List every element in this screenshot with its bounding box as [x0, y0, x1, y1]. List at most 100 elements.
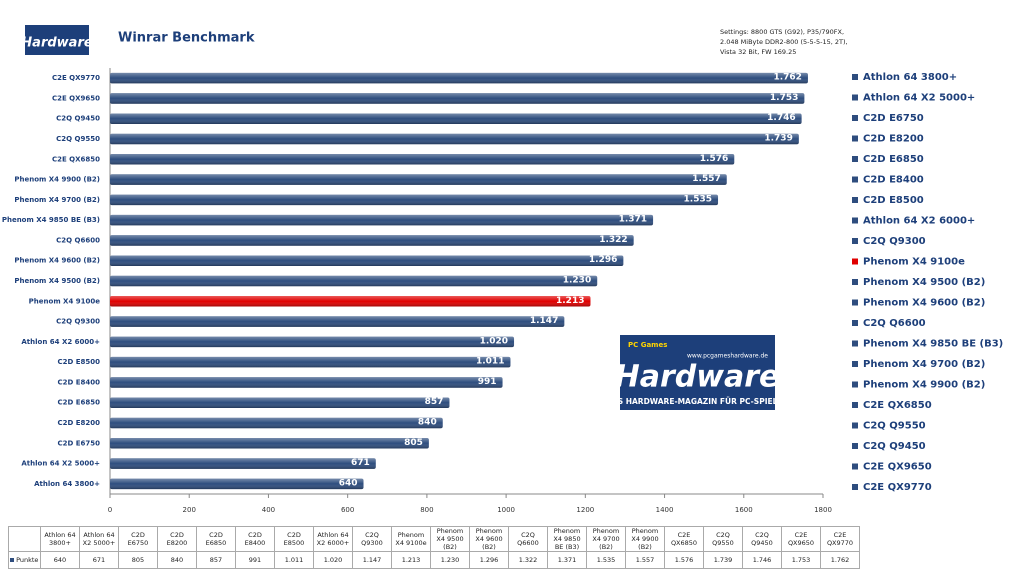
bar-shade: [110, 458, 376, 469]
bar-shade: [110, 336, 515, 348]
legend-label: Athlon 64 3800+: [863, 72, 957, 83]
x-tick-label: 200: [183, 506, 196, 514]
settings: Vista 32 Bit, FW 169.25: [720, 48, 796, 56]
x-tick-label: 1800: [814, 506, 832, 514]
y-tick-label: C2D E8400: [57, 378, 100, 386]
table-cell: C2Q Q9300: [352, 526, 392, 552]
data-label: 1.011: [476, 357, 504, 367]
bar-shade: [110, 174, 727, 185]
y-tick-label: Athlon 64 X2 6000+: [21, 338, 100, 346]
legend-swatch: [852, 135, 858, 142]
y-tick-label: C2E QX9650: [52, 94, 100, 102]
bar-group: 640: [110, 478, 364, 490]
table-cell: 1.753: [781, 551, 821, 569]
legend-label: C2Q Q9450: [863, 441, 926, 452]
data-label: 840: [418, 418, 437, 428]
bar-group: 1.296: [110, 255, 624, 266]
table-cell: Phenom X4 9850 BE (B3): [547, 526, 587, 552]
data-label: 1.762: [773, 73, 801, 83]
table-cell: Punkte: [8, 551, 41, 569]
table-cell: 1.739: [703, 551, 743, 569]
table-cell: 1.762: [820, 551, 860, 569]
legend-swatch: [852, 156, 858, 162]
table-cell: C2Q Q9550: [703, 526, 743, 552]
x-tick-label: 600: [341, 506, 354, 514]
logo-text: www.pcgameshardware.de: [687, 353, 768, 360]
data-label: 1.535: [684, 194, 712, 204]
y-tick-label: C2Q Q9300: [56, 318, 100, 326]
table-cell: 1.020: [313, 551, 353, 569]
data-label: 1.557: [692, 174, 720, 184]
data-label: 1.296: [589, 255, 617, 265]
bar-shade: [110, 438, 429, 449]
legend-label: C2E QX6850: [863, 400, 932, 411]
table-cell: Athlon 64 X2 5000+: [79, 526, 119, 552]
table-cell: 1.576: [664, 551, 704, 569]
y-tick-label: Phenom X4 9900 (B2): [14, 176, 100, 184]
bar-shade: [110, 478, 364, 490]
legend-swatch: [852, 279, 858, 285]
table-cell: 857: [196, 551, 236, 569]
bar-shade: [110, 214, 654, 226]
table-cell: C2D E8200: [157, 526, 197, 552]
table-cell: 1.557: [625, 551, 665, 569]
table-cell: 671: [79, 551, 119, 569]
table-cell: C2Q Q9450: [742, 526, 782, 552]
bar-shade: [110, 235, 634, 246]
bar-shade: [110, 255, 624, 266]
table-cell: 1.746: [742, 551, 782, 569]
bar-shade: [110, 296, 591, 307]
legend-swatch: [852, 258, 858, 265]
table-cell: 1.535: [586, 551, 626, 569]
data-label: 1.371: [619, 215, 647, 225]
data-label: 1.213: [556, 296, 584, 306]
y-tick-label: Phenom X4 9700 (B2): [14, 196, 100, 204]
bar-group: 1.753: [110, 93, 805, 104]
table-cell: 1.147: [352, 551, 392, 569]
x-tick-label: 1200: [576, 506, 594, 514]
legend-swatch: [852, 94, 858, 101]
data-label: 1.576: [700, 154, 728, 164]
table-cell: 1.011: [274, 551, 314, 569]
table-cell: 805: [118, 551, 158, 569]
bar-shade: [110, 356, 511, 368]
data-label: 1.753: [770, 93, 798, 103]
y-tick-label: C2D E8500: [57, 358, 100, 366]
x-tick-label: 1400: [656, 506, 674, 514]
legend-swatch: [852, 340, 858, 347]
data-table: Athlon 64 3800+ Athlon 64 X2 5000+ C2D E67…: [8, 526, 860, 569]
bar-shade: [110, 133, 799, 145]
bar-group: 857: [110, 397, 450, 408]
legend-label: Athlon 64 X2 5000+: [863, 93, 975, 104]
legend-label: C2D E8500: [863, 195, 924, 206]
legend-swatch: [852, 299, 858, 306]
legend-swatch: [852, 422, 858, 429]
legend-swatch: [852, 197, 858, 203]
legend-label: C2D E6850: [863, 154, 924, 165]
y-tick-label: Athlon 64 3800+: [34, 480, 100, 488]
logo-box: [25, 25, 89, 55]
data-label: 1.322: [599, 235, 627, 245]
bar-shade: [110, 417, 443, 429]
data-label: 1.020: [480, 336, 508, 346]
table-cell: C2D E6850: [196, 526, 236, 552]
data-label: 857: [425, 397, 444, 407]
bar-group: 1.739: [110, 134, 799, 145]
table-cell: 1.296: [469, 551, 509, 569]
bar-shade: [110, 316, 565, 327]
table-cell: 1.230: [430, 551, 470, 569]
legend-label: Phenom X4 9600 (B2): [863, 298, 985, 309]
data-label: 1.147: [530, 316, 558, 326]
table-cell: C2D E8400: [235, 526, 275, 552]
bar-group: 1.213: [110, 296, 591, 307]
bar-group: 1.011: [110, 356, 511, 368]
bar-group: 671: [110, 458, 376, 469]
data-label: 1.746: [767, 113, 795, 123]
data-label: 1.230: [563, 276, 591, 286]
table-cell: Phenom X4 9600 (B2): [469, 526, 509, 552]
bar-shade: [110, 397, 450, 408]
chart: Hardware Winrar Benchmark Settings: 8800…: [2, 25, 1003, 514]
bar-group: 991: [110, 377, 503, 388]
bar-group: 1.535: [110, 194, 719, 206]
legend-label: C2E QX9770: [863, 482, 932, 493]
